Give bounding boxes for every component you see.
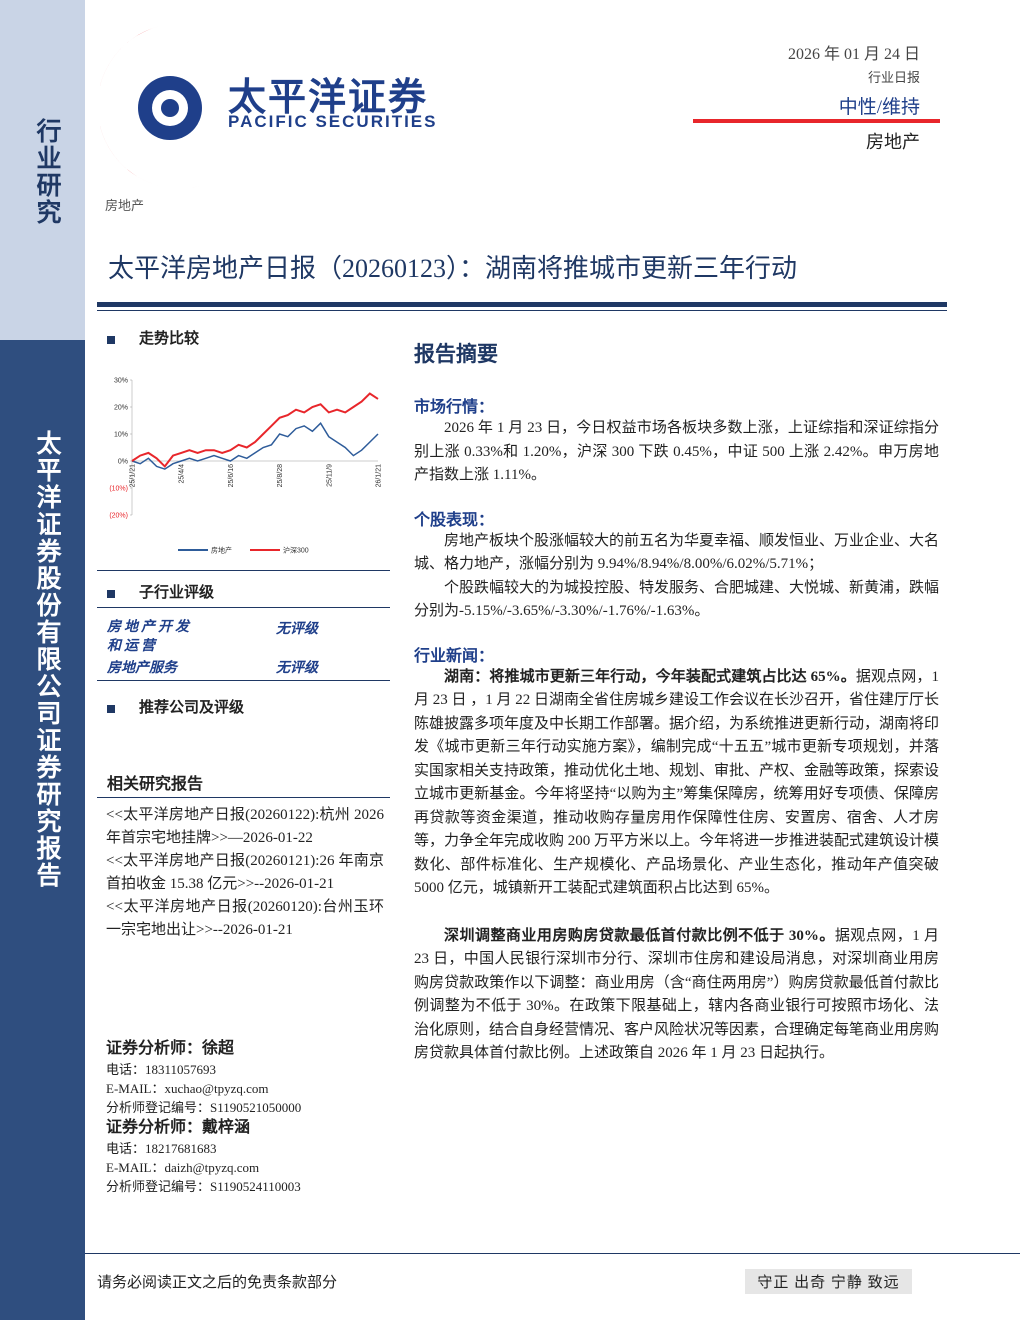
logo-en: PACIFIC SECURITIES xyxy=(228,112,438,131)
footer-rule xyxy=(85,1253,1020,1254)
section-heading: 走势比较 xyxy=(107,327,199,348)
report-title: 太平洋房地产日报（20260123）：湖南将推城市更新三年行动 xyxy=(108,254,798,283)
related-item: <<太平洋房地产日报(20260121):26 年南京首拍收金 15.38 亿元… xyxy=(106,853,384,892)
y-tick-label: 20% xyxy=(114,405,128,412)
x-tick-label: 25/4/4 xyxy=(179,464,186,484)
sub-industry-name: 房地产开发和运营 xyxy=(107,620,192,654)
abstract: 市场行情： 2026 年 1 月 23 日，今日权益市场各板块多数上涨，上证综指… xyxy=(414,378,939,1066)
y-tick-label: 10% xyxy=(114,432,128,439)
related-title: 相关研究报告 xyxy=(107,776,204,793)
paragraph: 房地产板块个股涨幅较大的前五名为华夏幸福、顺发恒业、万业企业、大名城、格力地产，… xyxy=(414,532,940,573)
logo-mark xyxy=(100,26,202,189)
analyst-email: E-MAIL：xuchao@tpyzq.com xyxy=(106,1081,269,1096)
sub-industry-name: 房地产服务 xyxy=(107,661,177,676)
y-tick-label: 0% xyxy=(118,459,128,466)
news-body: 据观点网，1 月 23 日，中国人民银行深圳市分行、深圳市住房和建设局消息，对深… xyxy=(414,927,940,1062)
series-line xyxy=(131,421,379,470)
date: 2026 年 01 月 24 日 xyxy=(787,46,920,63)
analyst-reg: 分析师登记编号：S1190524110003 xyxy=(106,1179,301,1194)
sidebar-bottom xyxy=(0,340,85,1320)
legend-label: 房地产 xyxy=(211,546,232,555)
rule xyxy=(97,797,390,798)
abstract-title: 报告摘要 xyxy=(414,342,498,366)
paragraph: 个股跌幅较大的为城投控股、特发服务、合肥城建、大悦城、新黄浦，跌幅分别为-5.1… xyxy=(414,579,940,620)
report-type: 行业日报 xyxy=(867,70,920,85)
section-heading: 子行业评级 xyxy=(107,581,214,602)
analysts: 证券分析师：徐超 电话：18311057693 E-MAIL：xuchao@tp… xyxy=(106,1038,391,1196)
rule xyxy=(97,570,390,571)
title-rule xyxy=(97,302,947,307)
analyst-name: 证券分析师：戴梓涵 xyxy=(106,1119,251,1136)
disclaimer: 请务必阅读正文之后的免责条款部分 xyxy=(97,1275,338,1291)
analyst-email: E-MAIL：daizh@tpyzq.com xyxy=(106,1160,260,1175)
abstract-heading: 行业新闻： xyxy=(414,647,495,665)
news-body: 据观点网，1 月 23 日 ，1 月 22 日湖南全省住房城乡建设工作会议在长沙… xyxy=(414,668,940,897)
x-tick-label: 25/8/28 xyxy=(277,464,284,487)
y-tick-label: 30% xyxy=(114,378,128,385)
sub-industry-rating: 无评级 xyxy=(276,661,318,676)
trend-chart: 30% 20% 10% 0% (10%) (20%) 25/1/21 25/4/4 25/6/1… xyxy=(109,378,383,555)
motto: 守正 出奇 宁静 致远 xyxy=(745,1269,912,1294)
sidebar-top xyxy=(0,0,85,340)
series-line xyxy=(131,392,379,468)
rating: 中性/维持 xyxy=(838,97,920,118)
x-tick-label: 25/6/16 xyxy=(228,464,235,487)
y-tick-label: (10%) xyxy=(109,486,128,493)
paragraph: 2026 年 1 月 23 日，今日权益市场各板块多数上涨，上证综指和深证综指分… xyxy=(414,420,939,483)
x-tick-label: 26/1/21 xyxy=(376,464,383,487)
news-lead: 湖南：将推城市更新三年行动，今年装配式建筑占比达 65%。 xyxy=(444,668,856,685)
y-tick-label: (20%) xyxy=(109,513,128,520)
logo-cn: 太平洋证券 xyxy=(228,77,429,119)
rating-rule xyxy=(693,119,940,123)
sub-industry-rating: 无评级 xyxy=(276,622,318,637)
sidebar-bottom-text: 太平洋证券股份有限公司证券研究报告 xyxy=(33,430,60,889)
rule xyxy=(97,607,390,608)
news-lead: 深圳调整商业用房购房贷款最低首付款比例不低于 30%。 xyxy=(444,927,835,944)
analyst-name: 证券分析师：徐超 xyxy=(106,1040,235,1057)
title-rule-thin xyxy=(97,310,947,311)
analyst-reg: 分析师登记编号：S1190521050000 xyxy=(106,1100,302,1115)
section-heading: 推荐公司及评级 xyxy=(107,696,244,717)
related-list: <<太平洋房地产日报(20260122):杭州 2026 年首宗宅地挂牌>>—2… xyxy=(106,804,384,942)
analyst-phone: 电话：18311057693 xyxy=(106,1062,217,1077)
paragraph: 湖南：将推城市更新三年行动，今年装配式建筑占比达 65%。据观点网，1 月 23… xyxy=(414,666,939,901)
breadcrumb: 房地产 xyxy=(105,198,145,213)
paragraph: 深圳调整商业用房购房贷款最低首付款比例不低于 30%。据观点网，1 月 23 日… xyxy=(414,925,939,1066)
abstract-heading: 市场行情： xyxy=(414,399,495,416)
sidebar-top-text: 行业研究 xyxy=(33,118,60,226)
legend-label: 沪深300 xyxy=(283,546,309,555)
rule xyxy=(97,680,390,681)
x-tick-label: 25/1/21 xyxy=(130,464,137,487)
abstract-heading: 个股表现： xyxy=(414,511,495,529)
analyst-phone: 电话：18217681683 xyxy=(106,1141,217,1156)
sector: 房地产 xyxy=(866,132,920,152)
related-item: <<太平洋房地产日报(20260122):杭州 2026 年首宗宅地挂牌>>—2… xyxy=(106,807,384,846)
related-item: <<太平洋房地产日报(20260120):台州玉环一宗宅地出让>>--2026-… xyxy=(106,899,384,938)
x-tick-label: 25/11/9 xyxy=(326,464,333,487)
